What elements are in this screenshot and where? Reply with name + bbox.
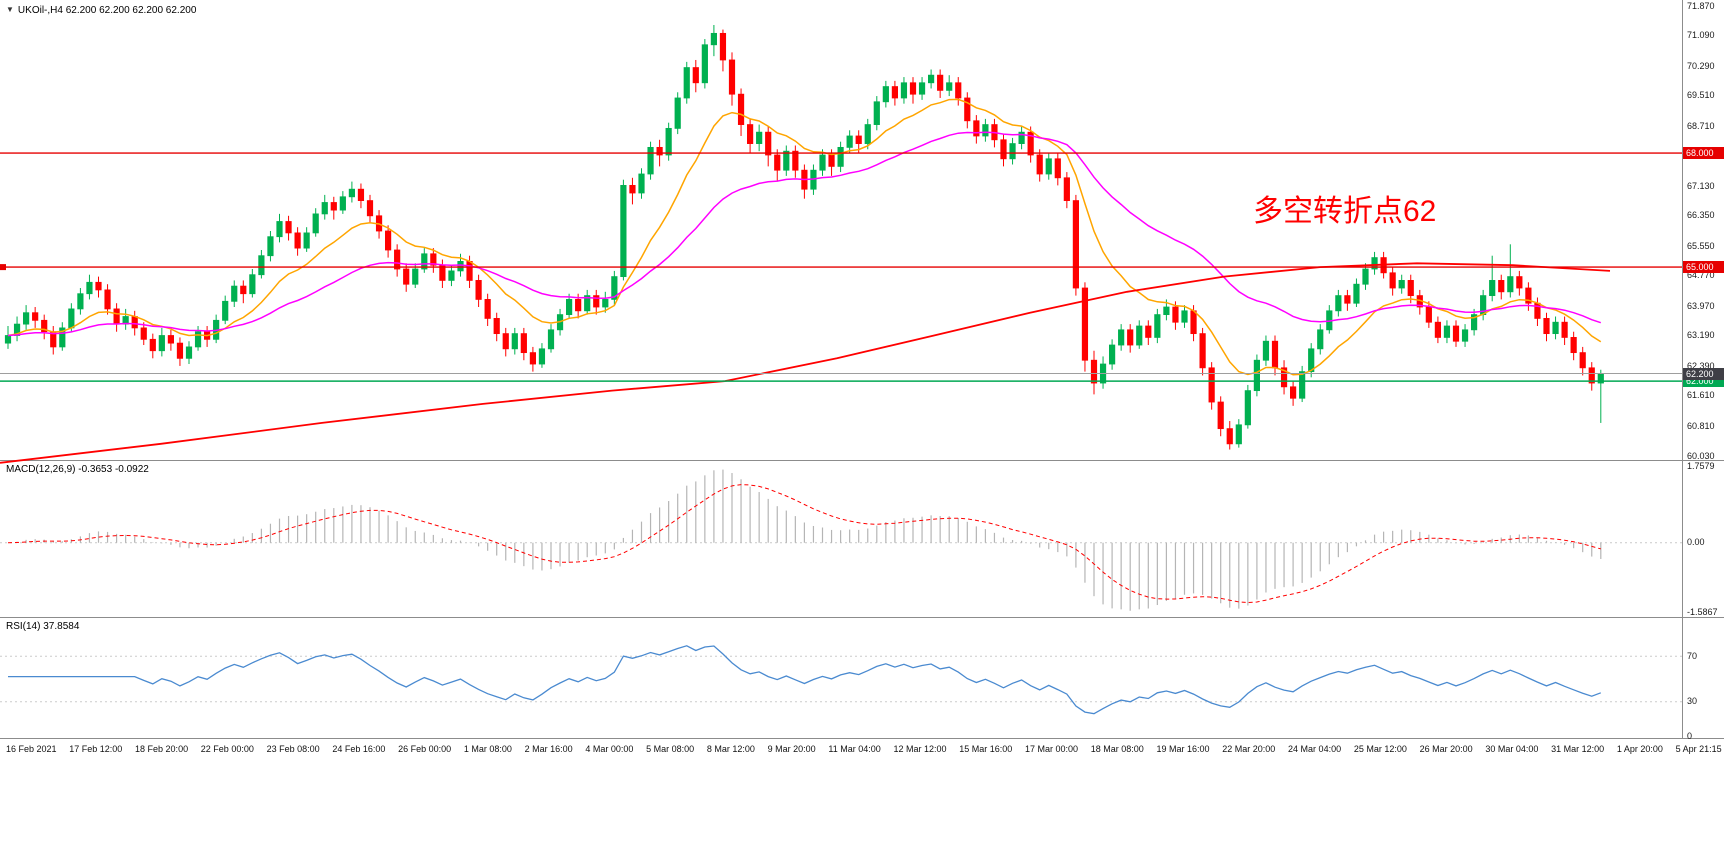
macd-signal-line — [7, 484, 1601, 604]
time-axis-label: 2 Mar 16:00 — [524, 744, 573, 754]
time-axis-label: 11 Mar 04:00 — [828, 744, 881, 754]
time-axis-label: 15 Mar 16:00 — [959, 744, 1013, 754]
time-axis-label: 12 Mar 12:00 — [893, 744, 947, 754]
time-axis-label: 5 Apr 21:15 — [1675, 744, 1722, 754]
time-axis-label: 18 Mar 08:00 — [1090, 744, 1144, 754]
fast-ma-line — [7, 98, 1602, 376]
time-axis-label: 5 Mar 08:00 — [646, 744, 695, 754]
time-axis-label: 30 Mar 04:00 — [1485, 744, 1539, 754]
time-axis-label: 23 Feb 08:00 — [266, 744, 320, 754]
macd-legend: MACD(12,26,9) -0.3653 -0.0922 — [6, 464, 149, 475]
time-axis-label: 4 Mar 00:00 — [585, 744, 634, 754]
time-axis-label: 18 Feb 20:00 — [135, 744, 189, 754]
time-axis-label: 31 Mar 12:00 — [1551, 744, 1605, 754]
time-axis-label: 19 Mar 16:00 — [1156, 744, 1210, 754]
medium-ma-line — [7, 131, 1602, 337]
annotation-text[interactable]: 多空转折点62 — [1253, 195, 1437, 228]
time-axis-label: 24 Feb 16:00 — [332, 744, 386, 754]
time-axis-label: 1 Mar 08:00 — [463, 744, 512, 754]
time-axis-label: 25 Mar 12:00 — [1353, 744, 1407, 754]
line-left-tag — [0, 264, 6, 271]
time-axis-label: 22 Feb 00:00 — [200, 744, 254, 754]
macd-histogram — [16, 469, 1602, 611]
time-axis-label: 16 Feb 2021 — [6, 744, 57, 754]
time-axis: 16 Feb 2021 17 Feb 12:00 18 Feb 20:00 22 Fe… — [6, 744, 1722, 754]
time-axis-label: 26 Feb 00:00 — [398, 744, 452, 754]
time-axis-label: 1 Apr 20:00 — [1616, 744, 1663, 754]
slow-ma-line — [0, 262, 1611, 464]
time-axis-label: 22 Mar 20:00 — [1222, 744, 1276, 754]
symbol-legend: ▼ UKOil-,H4 62.200 62.200 62.200 62.200 — [6, 5, 196, 16]
time-axis-label: 26 Mar 20:00 — [1419, 744, 1473, 754]
time-axis-label: 8 Mar 12:00 — [706, 744, 755, 754]
rsi-line — [8, 645, 1602, 715]
rsi-legend: RSI(14) 37.8584 — [6, 621, 80, 632]
time-axis-label: 24 Mar 04:00 — [1288, 744, 1342, 754]
chart-dropdown-icon[interactable]: ▼ — [6, 5, 14, 14]
time-axis-label: 17 Feb 12:00 — [69, 744, 123, 754]
time-axis-label: 9 Mar 20:00 — [767, 744, 816, 754]
symbol-ohlc-text: UKOil-,H4 62.200 62.200 62.200 62.200 — [17, 5, 197, 16]
time-axis-label: 17 Mar 00:00 — [1024, 744, 1079, 754]
candles-layer — [4, 25, 1604, 450]
